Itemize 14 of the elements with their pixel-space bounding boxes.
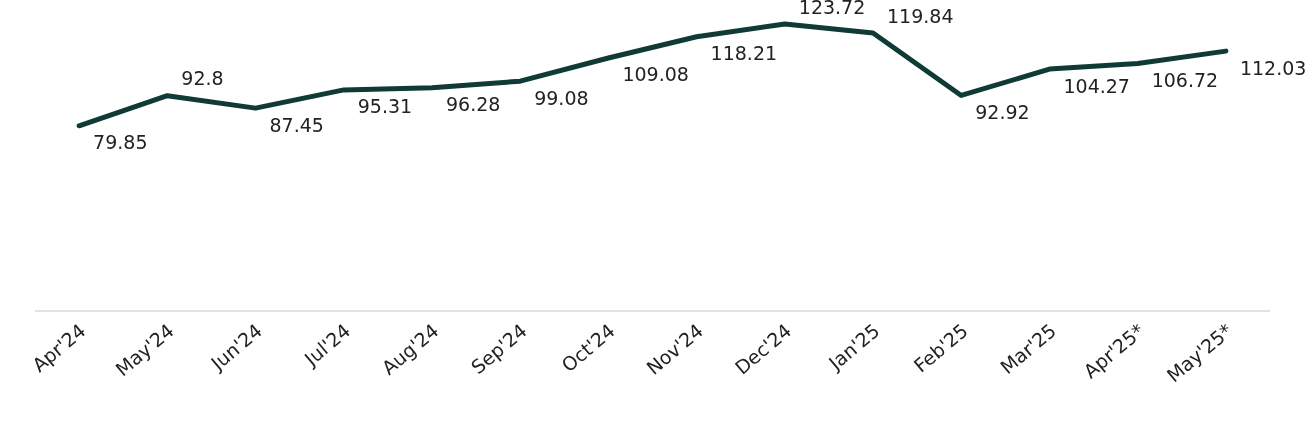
data-label: 123.72 xyxy=(798,0,866,18)
data-label: 92.8 xyxy=(181,67,224,90)
data-label: 87.45 xyxy=(269,113,324,136)
data-label: 109.08 xyxy=(622,63,689,86)
data-label: 79.85 xyxy=(93,131,148,154)
data-label: 104.27 xyxy=(1063,74,1130,97)
data-label: 118.21 xyxy=(710,42,778,65)
data-label: 112.03 xyxy=(1239,56,1307,79)
data-label: 92.92 xyxy=(975,100,1030,123)
data-label: 96.28 xyxy=(445,93,501,116)
data-label: 95.31 xyxy=(357,95,413,118)
data-label: 99.08 xyxy=(534,86,589,109)
data-label: 106.72 xyxy=(1151,68,1219,91)
data-label: 119.84 xyxy=(887,4,954,27)
